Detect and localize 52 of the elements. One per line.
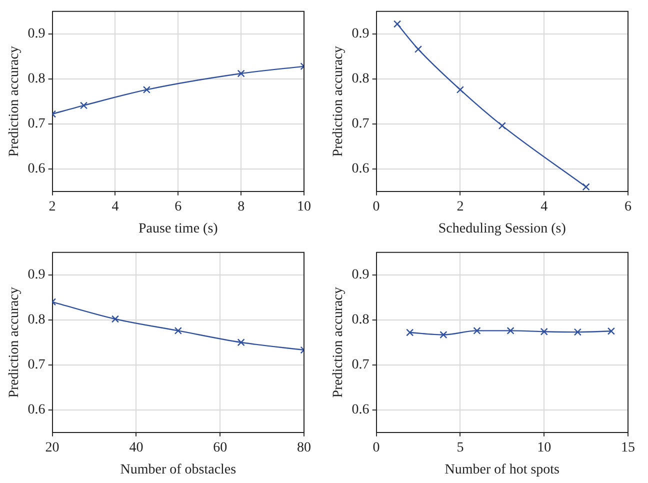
x-axis-title: Scheduling Session (s) bbox=[438, 221, 566, 236]
x-tick-label: 5 bbox=[456, 440, 464, 456]
x-axis-title: Number of obstacles bbox=[120, 462, 236, 478]
x-tick-label: 2 bbox=[456, 199, 464, 214]
y-tick-label: 0.8 bbox=[28, 312, 46, 328]
y-tick-label: 0.7 bbox=[28, 116, 46, 132]
point bbox=[393, 20, 402, 28]
x-tick-label: 6 bbox=[174, 199, 182, 214]
y-axis-title: Prediction accuracy bbox=[331, 287, 346, 398]
y-tick-label: 0.7 bbox=[352, 358, 370, 373]
point bbox=[142, 86, 150, 94]
y-tick-label: 0.7 bbox=[28, 358, 46, 373]
x-tick-label: 15 bbox=[621, 440, 635, 456]
y-axis-title: Prediction accuracy bbox=[331, 46, 346, 157]
x-axis-title: Pause time (s) bbox=[138, 221, 218, 236]
y-tick-label: 0.6 bbox=[352, 162, 370, 177]
x-tick-label: 2 bbox=[48, 199, 56, 214]
y-tick-label: 0.8 bbox=[352, 72, 370, 87]
point bbox=[174, 326, 182, 334]
point bbox=[582, 183, 590, 191]
y-tick-label: 0.6 bbox=[28, 162, 46, 177]
x-tick-label: 80 bbox=[297, 440, 311, 456]
point bbox=[456, 86, 464, 94]
x-tick-label: 20 bbox=[45, 440, 60, 456]
x-tick-label: 4 bbox=[540, 199, 548, 214]
x-tick-label: 60 bbox=[213, 440, 228, 456]
point bbox=[237, 338, 245, 346]
y-tick-label: 0.9 bbox=[352, 26, 370, 42]
point bbox=[80, 102, 88, 110]
x-tick-label: 0 bbox=[372, 440, 380, 456]
x-tick-label: 10 bbox=[537, 440, 552, 456]
y-tick-label: 0.9 bbox=[28, 268, 46, 283]
y-tick-label: 0.8 bbox=[28, 72, 46, 87]
y-axis-title: Prediction accuracy bbox=[7, 46, 22, 157]
x-tick-label: 6 bbox=[624, 199, 632, 214]
x-tick-label: 0 bbox=[372, 199, 380, 214]
y-tick-label: 0.9 bbox=[352, 268, 370, 283]
y-tick-label: 0.6 bbox=[352, 402, 370, 418]
y-tick-label: 0.9 bbox=[28, 26, 46, 42]
x-tick-label: 8 bbox=[238, 199, 245, 214]
y-tick-label: 0.8 bbox=[352, 312, 370, 328]
point bbox=[237, 70, 245, 78]
x-tick-label: 10 bbox=[297, 199, 311, 214]
y-tick-label: 0.7 bbox=[352, 116, 370, 132]
point bbox=[111, 315, 120, 323]
point bbox=[414, 45, 422, 53]
y-tick-label: 0.6 bbox=[28, 402, 46, 418]
x-tick-label: 40 bbox=[129, 440, 144, 456]
point bbox=[498, 122, 506, 130]
y-axis-title: Prediction accuracy bbox=[7, 287, 22, 398]
x-axis-title: Number of hot spots bbox=[444, 462, 560, 478]
x-tick-label: 4 bbox=[112, 199, 119, 214]
